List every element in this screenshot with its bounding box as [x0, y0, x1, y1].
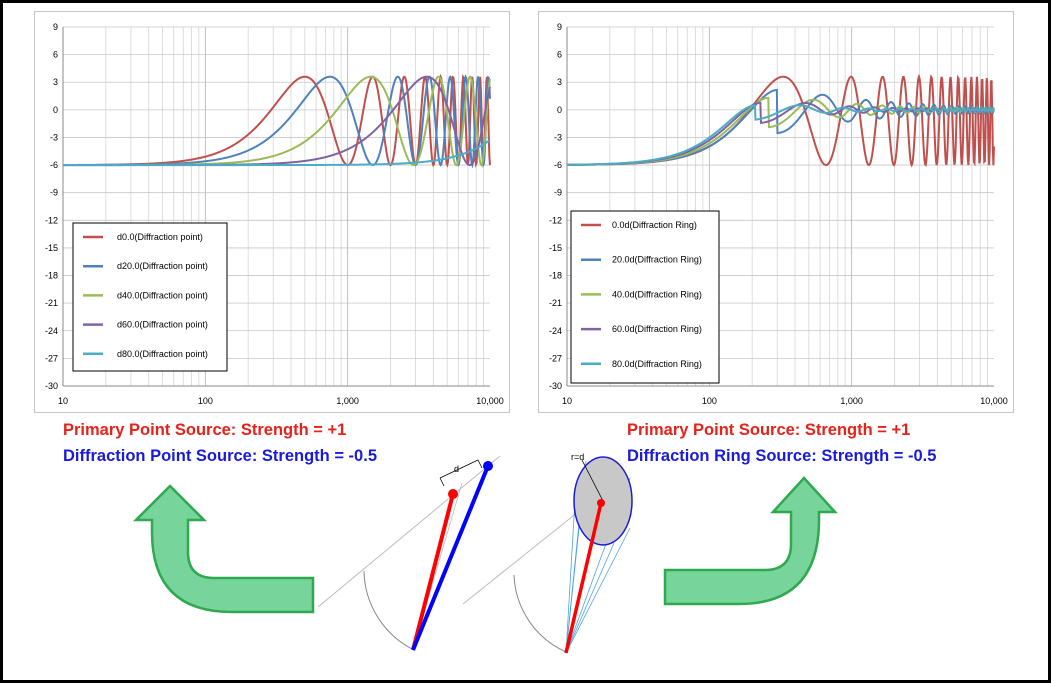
grid: [566, 26, 994, 387]
legend-item: d80.0(Diffraction point): [117, 349, 208, 359]
y-tick-label: -21: [45, 298, 58, 308]
caption-diffraction-ring-source: Diffraction Ring Source: Strength = -0.5: [627, 447, 937, 465]
y-tick-label: 0: [557, 105, 562, 115]
series-line: [567, 104, 995, 166]
x-tick-label: 10,000: [476, 396, 504, 406]
y-tick-label: 6: [557, 50, 562, 60]
legend-item: 80.0d(Diffraction Ring): [612, 359, 702, 369]
y-tick-label: -27: [45, 353, 58, 363]
y-tick-label: -3: [554, 132, 562, 142]
y-tick-label: -18: [45, 271, 58, 281]
diffraction-source-dot: [483, 461, 493, 471]
y-tick-label: -3: [50, 132, 58, 142]
chart-point-source: 9 6 3 0 -3 -6 -9 -12 -15 -18 -21 -24 -27 -30 10 100 1,00…: [34, 11, 510, 413]
y-tick-label: -24: [549, 326, 562, 336]
legend-item: d40.0(Diffraction point): [117, 290, 208, 300]
y-tick-label: -6: [554, 160, 562, 170]
diffraction-ray-line: [411, 465, 490, 651]
y-tick-label: -15: [45, 243, 58, 253]
x-tick-label: 10: [58, 396, 68, 406]
y-tick-label: 0: [53, 105, 58, 115]
ring-radius-label: r=d: [571, 452, 584, 462]
x-tick-label: 10: [562, 396, 572, 406]
caption-primary-point-source-ring: Primary Point Source: Strength = +1: [627, 421, 911, 439]
x-tick-label: 1,000: [336, 396, 359, 406]
x-tick-label: 100: [198, 396, 213, 406]
primary-ray-line: [411, 493, 455, 651]
chart-ring-source: 9 6 3 0 -3 -6 -9 -12 -15 -18 -21 -24 -27 -30 10 100 1,00…: [538, 11, 1014, 413]
primary-source-dot: [448, 489, 458, 499]
legend: 0.0d(Diffraction Ring) 20.0d(Diffraction …: [570, 210, 720, 384]
y-tick-label: -6: [50, 160, 58, 170]
y-tick-label: -15: [549, 243, 562, 253]
y-tick-label: -30: [45, 381, 58, 391]
ring-source-geometry: r=d: [462, 452, 633, 654]
y-tick-label: -27: [549, 353, 562, 363]
legend-item: d20.0(Diffraction point): [117, 261, 208, 271]
legend-item: d60.0(Diffraction point): [117, 320, 208, 330]
ring-primary-source-dot: [597, 499, 605, 507]
legend-item: 20.0d(Diffraction Ring): [612, 255, 702, 265]
legend-item: 40.0d(Diffraction Ring): [612, 289, 702, 299]
y-tick-label: -12: [549, 215, 562, 225]
point-distance-label: d: [454, 464, 459, 474]
y-tick-label: -24: [45, 326, 58, 336]
x-tick-label: 10,000: [980, 396, 1008, 406]
legend-item: 60.0d(Diffraction Ring): [612, 324, 702, 334]
y-tick-label: 9: [557, 22, 562, 32]
y-tick-label: 3: [53, 77, 58, 87]
legend: d0.0(Diffraction point) d20.0(Diffraction…: [72, 222, 228, 372]
y-tick-label: -30: [549, 381, 562, 391]
y-tick-label: -18: [549, 271, 562, 281]
u-turn-arrow-right-icon: [663, 476, 838, 606]
legend-item: 0.0d(Diffraction Ring): [612, 220, 697, 230]
legend-item: d0.0(Diffraction point): [117, 232, 203, 242]
y-tick-label: 6: [53, 50, 58, 60]
series-line: [63, 139, 491, 167]
y-tick-label: 9: [53, 22, 58, 32]
y-tick-label: -9: [50, 188, 58, 198]
y-tick-label: -12: [45, 215, 58, 225]
y-tick-label: -21: [549, 298, 562, 308]
caption-primary-point-source: Primary Point Source: Strength = +1: [63, 421, 347, 439]
point-source-geometry: d: [317, 455, 501, 651]
y-tick-label: -9: [554, 188, 562, 198]
u-turn-arrow-left-icon: [132, 484, 315, 614]
ring-primary-ray-line: [564, 502, 603, 654]
x-tick-label: 100: [702, 396, 717, 406]
x-tick-label: 1,000: [840, 396, 863, 406]
caption-diffraction-point-source: Diffraction Point Source: Strength = -0.…: [63, 447, 377, 465]
y-tick-label: 3: [557, 77, 562, 87]
